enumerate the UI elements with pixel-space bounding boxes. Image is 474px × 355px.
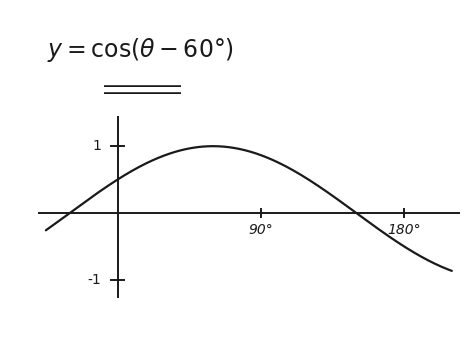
Text: 180°: 180°	[387, 223, 421, 237]
Text: 90°: 90°	[248, 223, 273, 237]
Text: 1: 1	[93, 139, 101, 153]
Text: $y= \cos(\theta-60°)$: $y= \cos(\theta-60°)$	[47, 36, 234, 64]
Text: ___________: ___________	[104, 80, 181, 94]
Text: ___________: ___________	[104, 73, 181, 87]
Text: -1: -1	[88, 273, 101, 287]
